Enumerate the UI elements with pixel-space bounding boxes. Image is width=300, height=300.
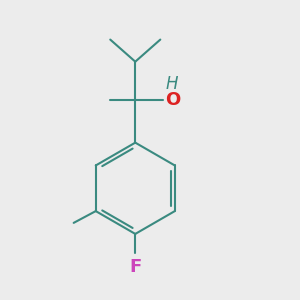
Text: O: O [166,91,181,109]
Text: F: F [129,258,141,276]
Text: H: H [166,76,178,94]
